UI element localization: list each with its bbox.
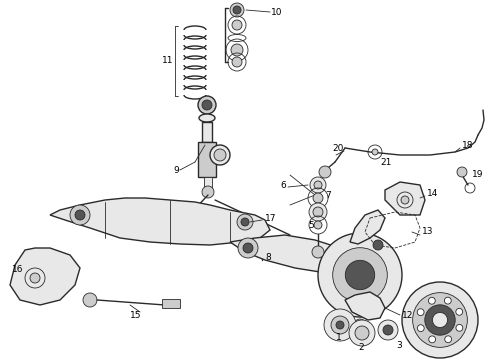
Text: 10: 10 xyxy=(271,8,283,17)
Circle shape xyxy=(310,177,326,193)
Circle shape xyxy=(318,233,402,317)
Text: 19: 19 xyxy=(472,170,484,179)
Ellipse shape xyxy=(199,114,215,122)
Text: 7: 7 xyxy=(325,190,331,199)
Text: 12: 12 xyxy=(402,310,414,320)
Circle shape xyxy=(417,309,424,316)
Text: 17: 17 xyxy=(265,213,276,222)
Circle shape xyxy=(417,325,424,332)
Circle shape xyxy=(237,214,253,230)
Polygon shape xyxy=(385,182,425,215)
Circle shape xyxy=(312,246,324,258)
Circle shape xyxy=(257,238,267,248)
Circle shape xyxy=(373,240,383,250)
Circle shape xyxy=(456,309,463,315)
Polygon shape xyxy=(50,198,270,245)
Bar xyxy=(162,299,180,308)
Circle shape xyxy=(324,309,356,341)
Text: 5: 5 xyxy=(308,220,314,230)
Circle shape xyxy=(231,44,243,56)
Circle shape xyxy=(336,321,344,329)
Circle shape xyxy=(429,336,436,343)
Circle shape xyxy=(354,319,366,331)
Polygon shape xyxy=(350,210,385,244)
Circle shape xyxy=(333,248,387,302)
Bar xyxy=(204,177,212,189)
Circle shape xyxy=(83,293,97,307)
Text: 15: 15 xyxy=(130,310,142,320)
Text: 13: 13 xyxy=(422,228,434,237)
Circle shape xyxy=(309,203,327,221)
Circle shape xyxy=(397,192,413,208)
Circle shape xyxy=(319,166,331,178)
Circle shape xyxy=(457,167,467,177)
Text: 14: 14 xyxy=(427,189,439,198)
Circle shape xyxy=(428,297,435,304)
Circle shape xyxy=(314,221,322,229)
Polygon shape xyxy=(345,292,385,320)
Circle shape xyxy=(444,297,451,304)
Polygon shape xyxy=(10,248,80,305)
Circle shape xyxy=(314,181,322,189)
Polygon shape xyxy=(230,235,350,272)
Circle shape xyxy=(413,293,467,347)
Text: 1: 1 xyxy=(336,333,342,342)
Circle shape xyxy=(372,149,378,155)
Circle shape xyxy=(331,316,349,334)
Circle shape xyxy=(238,238,258,258)
Circle shape xyxy=(198,96,216,114)
Text: 18: 18 xyxy=(462,140,473,149)
Circle shape xyxy=(378,320,398,340)
Circle shape xyxy=(243,243,253,253)
Bar xyxy=(198,142,216,177)
Text: 20: 20 xyxy=(332,144,343,153)
Text: 16: 16 xyxy=(12,266,24,275)
Circle shape xyxy=(233,6,241,14)
Circle shape xyxy=(230,3,244,17)
Circle shape xyxy=(202,186,214,198)
Circle shape xyxy=(349,320,375,346)
Circle shape xyxy=(432,312,447,328)
Circle shape xyxy=(30,273,40,283)
Circle shape xyxy=(425,305,455,335)
Text: 11: 11 xyxy=(162,55,173,64)
Circle shape xyxy=(202,100,212,110)
Text: 21: 21 xyxy=(380,158,392,166)
Circle shape xyxy=(214,149,226,161)
Circle shape xyxy=(402,282,478,358)
Circle shape xyxy=(383,325,393,335)
Circle shape xyxy=(345,260,375,290)
Circle shape xyxy=(70,205,90,225)
Circle shape xyxy=(313,193,323,203)
Circle shape xyxy=(401,196,409,204)
Text: 8: 8 xyxy=(265,253,271,262)
Circle shape xyxy=(313,207,323,217)
Circle shape xyxy=(241,218,249,226)
Text: 6: 6 xyxy=(280,180,286,189)
Text: 3: 3 xyxy=(396,341,402,350)
Circle shape xyxy=(75,210,85,220)
Circle shape xyxy=(337,275,347,285)
Circle shape xyxy=(232,57,242,67)
Circle shape xyxy=(232,20,242,30)
Bar xyxy=(202,122,212,142)
Circle shape xyxy=(456,324,463,331)
Text: 2: 2 xyxy=(358,343,364,352)
Circle shape xyxy=(445,336,452,343)
Text: 9: 9 xyxy=(173,166,179,175)
Circle shape xyxy=(210,145,230,165)
Circle shape xyxy=(355,326,369,340)
